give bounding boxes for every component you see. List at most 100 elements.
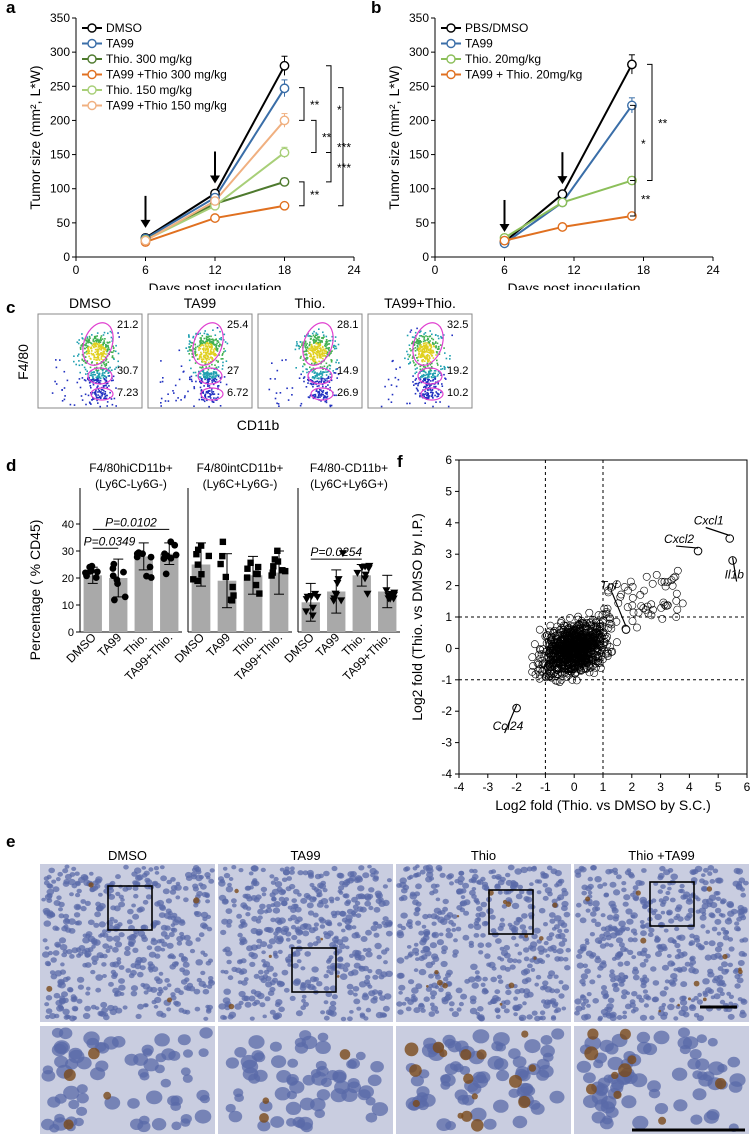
flow-dot: [423, 333, 425, 335]
flow-dot: [206, 359, 208, 361]
flow-dot: [95, 339, 97, 342]
flow-dot: [437, 395, 440, 397]
nucleus: [385, 930, 393, 937]
nucleus: [68, 1047, 83, 1060]
flow-dot: [316, 333, 319, 336]
group-title: F4/80-CD11b+: [310, 461, 388, 475]
flow-dot: [84, 393, 87, 396]
flow-dot: [423, 393, 426, 396]
legend-label: DMSO: [106, 21, 142, 35]
scatter-point: [596, 664, 605, 672]
nucleus: [441, 945, 448, 952]
flow-dot: [428, 378, 430, 381]
nucleus: [200, 970, 206, 976]
flow-dot: [190, 349, 192, 351]
nucleus: [166, 942, 174, 949]
flow-dot: [103, 352, 105, 355]
flow-dot: [223, 339, 225, 341]
nucleus: [249, 961, 256, 967]
flow-dot: [103, 368, 105, 370]
flow-dot: [325, 342, 328, 344]
flow-dot: [90, 347, 92, 350]
flow-dot: [409, 362, 411, 364]
y-tick-label: 6: [445, 453, 452, 467]
nucleus: [382, 899, 390, 907]
flow-dot: [80, 344, 82, 347]
flow-dot: [327, 351, 329, 354]
nucleus: [45, 1014, 50, 1020]
bar: [352, 575, 371, 632]
data-point: [279, 176, 290, 187]
nucleus: [127, 908, 134, 915]
y-tick-label: 2: [445, 579, 452, 593]
nucleus: [208, 878, 215, 884]
nucleus: [318, 899, 324, 904]
flow-dot: [432, 405, 434, 408]
pval-label: P=0.0102: [105, 515, 157, 529]
scatter-point: [575, 649, 584, 657]
replicate-point: [271, 556, 279, 563]
flow-dot: [275, 392, 278, 394]
flow-dot: [305, 350, 308, 352]
significance-label: ***: [337, 161, 351, 175]
flow-dot: [91, 353, 94, 356]
nucleus: [226, 918, 233, 925]
flow-cytometry-panel: DMSO21.230.77.23TA9925.4276.72Thio.28.11…: [15, 296, 473, 433]
scatter-point: [585, 633, 594, 642]
flow-dot: [107, 341, 110, 344]
nucleus: [312, 912, 319, 918]
nucleus: [103, 1012, 109, 1017]
scatter-point: [612, 638, 621, 647]
nucleus: [231, 898, 237, 904]
flow-dot: [315, 334, 317, 336]
flow-dot: [317, 351, 320, 353]
flow-dot: [104, 348, 106, 350]
flow-dot: [422, 347, 425, 350]
nucleus: [221, 918, 229, 925]
nucleus: [396, 957, 405, 964]
nucleus: [357, 893, 365, 900]
flow-dot: [424, 345, 427, 347]
nucleus: [270, 1116, 285, 1128]
flow-gate-hi: [302, 322, 334, 366]
flow-dot: [434, 376, 437, 378]
flow-dot: [419, 365, 421, 368]
flow-dot: [319, 356, 321, 359]
flow-dot: [447, 366, 449, 368]
nucleus: [552, 948, 558, 954]
scatter-point: [551, 663, 560, 671]
nucleus: [555, 880, 563, 887]
nucleus: [90, 1067, 106, 1081]
flow-dot: [426, 348, 428, 350]
replicate-point: [197, 542, 205, 549]
nucleus: [562, 938, 568, 943]
flow-dot: [316, 354, 319, 357]
flow-dot: [426, 355, 429, 357]
flow-dot: [421, 335, 424, 338]
nucleus: [235, 967, 242, 974]
flow-dot: [210, 338, 213, 341]
nucleus: [113, 926, 119, 932]
nucleus: [137, 971, 144, 978]
nucleus: [385, 919, 393, 927]
nucleus: [413, 968, 419, 973]
nucleus: [166, 1007, 172, 1012]
flow-dot: [414, 372, 416, 375]
flow-dot: [424, 396, 427, 399]
scatter-point: [575, 658, 584, 667]
flow-gate-value: 27: [227, 365, 239, 377]
flow-dot: [320, 349, 322, 351]
flow-dot: [100, 344, 103, 346]
nucleus: [278, 889, 286, 896]
nucleus: [519, 1016, 524, 1021]
flow-dot: [194, 349, 197, 351]
flow-dot: [161, 380, 164, 383]
nucleus: [170, 1095, 183, 1106]
flow-dot: [202, 341, 205, 343]
flow-dot: [328, 348, 330, 351]
flow-dot: [304, 340, 307, 343]
replicate-point: [254, 563, 262, 571]
x-axis-label: Days post inoculation: [507, 280, 640, 290]
nucleus: [302, 930, 310, 937]
nucleus: [170, 992, 176, 997]
